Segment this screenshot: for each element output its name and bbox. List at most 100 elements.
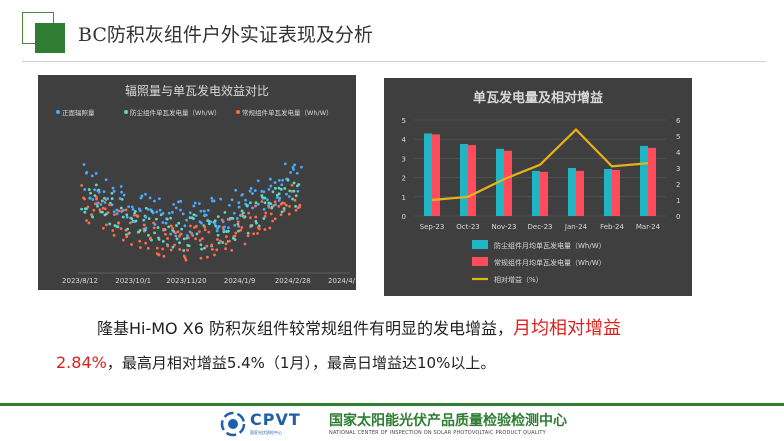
scatter-point bbox=[187, 236, 190, 240]
scatter-point bbox=[147, 233, 150, 237]
scatter-point bbox=[262, 217, 266, 220]
scatter-point bbox=[239, 228, 243, 232]
scatter-point bbox=[169, 224, 173, 228]
scatter-point bbox=[153, 231, 157, 235]
scatter-point bbox=[263, 201, 267, 205]
scatter-point bbox=[249, 201, 252, 205]
scatter-point bbox=[192, 204, 196, 208]
bar-legend-label: 防尘组件月均单瓦发电量（Wh/W） bbox=[494, 241, 606, 250]
scatter-point bbox=[174, 206, 178, 210]
scatter-point bbox=[169, 232, 172, 236]
scatter-point bbox=[194, 237, 197, 241]
scatter-point bbox=[156, 226, 160, 229]
scatter-point bbox=[262, 207, 266, 211]
scatter-point bbox=[142, 223, 146, 227]
scatter-point bbox=[225, 235, 228, 239]
scatter-point bbox=[157, 253, 161, 257]
scatter-point bbox=[230, 248, 234, 252]
slide-title: BC防积灰组件户外实证表现及分析 bbox=[78, 24, 373, 46]
scatter-point bbox=[166, 237, 170, 240]
scatter-point bbox=[178, 248, 182, 251]
scatter-point bbox=[95, 195, 98, 199]
scatter-point bbox=[164, 232, 167, 236]
header-divider bbox=[22, 61, 766, 62]
scatter-point bbox=[300, 165, 303, 169]
scatter-point bbox=[84, 171, 88, 175]
bar-y-tick-left: 3 bbox=[402, 155, 406, 163]
scatter-point bbox=[164, 221, 168, 225]
scatter-point bbox=[243, 242, 247, 246]
scatter-point bbox=[283, 162, 287, 166]
scatter-point bbox=[297, 183, 301, 186]
scatter-point bbox=[177, 200, 180, 204]
scatter-point bbox=[237, 224, 241, 228]
scatter-point bbox=[263, 214, 267, 218]
bar bbox=[424, 133, 432, 216]
organization-name-en: NATIONAL CENTER OF INSPECTION ON SOLAR P… bbox=[329, 430, 546, 436]
scatter-point bbox=[278, 196, 282, 200]
scatter-point bbox=[150, 209, 154, 213]
scatter-point bbox=[260, 189, 264, 193]
scatter-point bbox=[90, 174, 94, 178]
bar-series bbox=[424, 133, 656, 216]
scatter-point bbox=[89, 191, 92, 195]
bar-legend-label: 常规组件月均单瓦发电量（Wh/W） bbox=[494, 258, 606, 267]
scatter-point bbox=[105, 223, 108, 227]
scatter-point bbox=[296, 189, 300, 193]
scatter-point bbox=[125, 213, 129, 217]
scatter-point bbox=[193, 201, 197, 205]
scatter-point bbox=[277, 186, 281, 190]
bar-y-tick-left: 0 bbox=[402, 213, 406, 221]
scatter-point bbox=[178, 241, 181, 245]
scatter-point bbox=[106, 211, 110, 215]
scatter-point bbox=[140, 194, 144, 198]
scatter-point bbox=[195, 232, 199, 236]
scatter-point bbox=[213, 222, 217, 225]
scatter-point bbox=[217, 224, 221, 228]
scatter-point bbox=[282, 201, 286, 205]
bar-legend-label: 相对增益（%） bbox=[494, 275, 543, 284]
bar bbox=[532, 170, 540, 216]
scatter-x-tick-label: 2023/10/1 bbox=[115, 277, 151, 285]
scatter-point bbox=[271, 219, 275, 223]
scatter-point bbox=[223, 225, 226, 229]
scatter-point bbox=[294, 194, 298, 198]
scatter-point bbox=[227, 203, 231, 207]
scatter-point bbox=[161, 247, 164, 251]
scatter-point bbox=[179, 199, 183, 203]
scatter-point bbox=[119, 206, 123, 210]
scatter-point bbox=[121, 215, 125, 219]
scatter-point bbox=[214, 224, 218, 228]
scatter-point bbox=[192, 213, 196, 217]
bar-chart-title: 单瓦发电量及相对增益 bbox=[473, 90, 603, 106]
scatter-point bbox=[200, 221, 203, 225]
scatter-point bbox=[282, 207, 286, 210]
scatter-point bbox=[144, 241, 148, 245]
scatter-point bbox=[246, 231, 250, 235]
scatter-point bbox=[108, 222, 112, 226]
scatter-point bbox=[253, 204, 257, 208]
scatter-point bbox=[101, 226, 105, 230]
scatter-point bbox=[266, 198, 269, 202]
scatter-point bbox=[92, 208, 96, 212]
bar bbox=[432, 134, 440, 216]
scatter-point bbox=[130, 205, 134, 209]
bar-y-tick-left: 5 bbox=[402, 117, 406, 125]
scatter-point bbox=[144, 215, 148, 219]
scatter-point bbox=[216, 226, 220, 230]
scatter-point bbox=[91, 198, 95, 201]
scatter-point bbox=[120, 190, 123, 194]
scatter-point bbox=[240, 193, 244, 197]
summary-line-2: 2.84%，最高月相对增益5.4%（1月），最高日增益达10%以上。 bbox=[56, 352, 495, 373]
scatter-point bbox=[199, 209, 203, 213]
scatter-point bbox=[274, 203, 277, 207]
scatter-point bbox=[263, 196, 267, 200]
scatter-point bbox=[206, 208, 210, 212]
bar-x-tick-label: Jan-24 bbox=[564, 223, 588, 231]
scatter-point bbox=[282, 209, 286, 212]
scatter-point bbox=[254, 215, 258, 219]
scatter-point bbox=[120, 197, 124, 201]
scatter-point bbox=[161, 240, 165, 243]
scatter-point bbox=[203, 225, 207, 229]
scatter-point bbox=[174, 234, 178, 238]
